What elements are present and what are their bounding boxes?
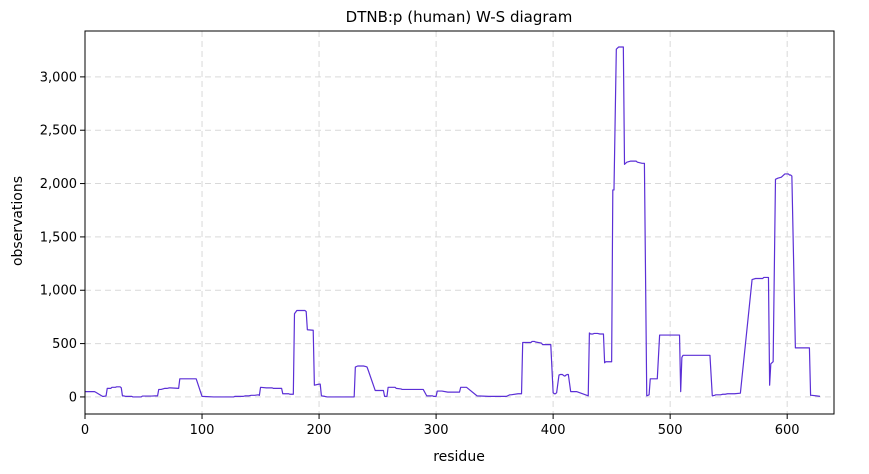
x-tick-label: 300 [424,423,449,438]
x-tick-label: 100 [190,423,215,438]
plot-frame [84,30,835,415]
series-line [85,46,821,398]
x-tick-label: 0 [81,423,89,438]
y-tick-label: 500 [52,337,77,352]
x-tick-label: 500 [658,423,683,438]
y-tick-label: 2,000 [40,177,77,192]
series-layer [85,46,821,398]
x-tick-label: 400 [541,423,566,438]
y-tick-label: 0 [69,390,77,405]
y-tick-label: 2,500 [40,124,77,139]
y-tick-label: 3,000 [40,70,77,85]
y-tick-label: 1,500 [40,230,77,245]
chart-title: DTNB:p (human) W-S diagram [346,8,573,26]
x-tick-label: 600 [775,423,800,438]
y-tick-label: 1,000 [40,284,77,299]
x-tick-label: 200 [307,423,332,438]
x-axis-label: residue [433,449,485,465]
grid-layer [84,31,834,414]
tick-layer: 0 100 200 300 400 500 600 0 500 1,000 1,500 2,000 2,… [40,70,800,438]
y-axis-label: observations [10,176,26,266]
